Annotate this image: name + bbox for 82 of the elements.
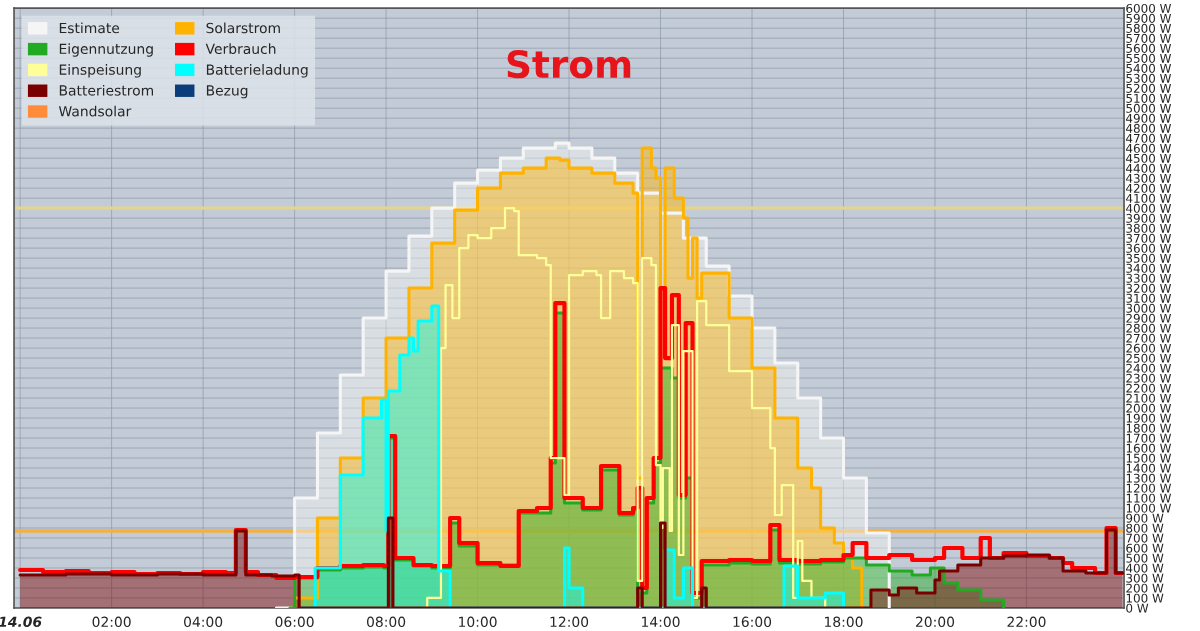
legend-label: Solarstrom	[206, 22, 280, 34]
y-tick-label: 3900 W	[1126, 213, 1172, 223]
x-tick-label: 20:00	[915, 616, 955, 628]
y-tick-label: 3500 W	[1126, 253, 1172, 263]
y-tick-label: 4100 W	[1126, 193, 1172, 203]
y-tick-label: 2600 W	[1126, 343, 1172, 353]
legend-label: Verbrauch	[205, 43, 276, 55]
y-tick-label: 2300 W	[1126, 373, 1172, 383]
y-tick-label: 3700 W	[1126, 233, 1172, 243]
y-tick-label: 600 W	[1126, 543, 1164, 553]
legend-label: Bezug	[206, 85, 248, 99]
y-tick-label: 1400 W	[1126, 463, 1172, 473]
y-tick-label: 2500 W	[1126, 353, 1172, 363]
x-tick-label: 22:00	[1007, 616, 1046, 628]
y-tick-label: 3400 W	[1126, 263, 1172, 273]
y-tick-label: 700 W	[1126, 533, 1164, 543]
y-tick-label: 1700 W	[1126, 433, 1172, 443]
y-tick-label: 3100 W	[1126, 293, 1172, 303]
y-tick-label: 1300 W	[1126, 473, 1172, 483]
x-tick-label: 06:00	[275, 616, 314, 628]
y-tick-label: 2000 W	[1126, 403, 1172, 413]
y-tick-label: 4200 W	[1126, 183, 1172, 193]
y-tick-label: 3300 W	[1126, 273, 1172, 283]
y-tick-label: 2900 W	[1126, 313, 1172, 323]
y-tick-label: 0 W	[1126, 603, 1149, 613]
y-tick-label: 5300 W	[1126, 73, 1172, 83]
y-tick-label: 4400 W	[1126, 163, 1172, 173]
y-tick-label: 1900 W	[1126, 413, 1172, 423]
legend-label: Eigennutzung	[59, 43, 153, 57]
y-tick-label: 3800 W	[1126, 223, 1172, 233]
y-tick-label: 5400 W	[1126, 63, 1172, 73]
text: Strom	[507, 50, 631, 79]
legend-label: Einspeisung	[59, 64, 141, 78]
y-tick-label: 2100 W	[1126, 393, 1172, 403]
y-tick-label: 5900 W	[1126, 13, 1172, 23]
y-tick-label: 5500 W	[1126, 53, 1172, 63]
y-tick-label: 4000 W	[1126, 203, 1172, 213]
legend-label: Wandsolar	[58, 105, 132, 117]
y-tick-label: 2700 W	[1126, 333, 1172, 343]
y-tick-label: 3000 W	[1126, 303, 1172, 313]
y-tick-label: 1100 W	[1126, 493, 1172, 503]
y-tick-label: 2400 W	[1126, 363, 1172, 373]
y-tick-label: 1600 W	[1126, 443, 1172, 453]
x-tick-label: 02:00	[92, 616, 131, 628]
y-tick-label: 400 W	[1126, 563, 1164, 573]
x-tick-label: 04:00	[184, 616, 223, 628]
y-tick-label: 4600 W	[1126, 143, 1172, 153]
y-tick-label: 300 W	[1126, 573, 1164, 583]
y-tick-label: 2200 W	[1126, 383, 1172, 393]
y-tick-label: 2800 W	[1126, 323, 1172, 333]
y-tick-label: 1500 W	[1126, 453, 1172, 463]
y-tick-label: 800 W	[1126, 523, 1164, 533]
y-tick-label: 5200 W	[1126, 83, 1172, 93]
legend-label: Batteriestrom	[59, 84, 153, 96]
x-tick-label: 16:00	[733, 616, 772, 628]
y-tick-label: 1200 W	[1126, 483, 1172, 493]
y-tick-label: 4500 W	[1126, 153, 1172, 163]
y-tick-label: 100 W	[1126, 593, 1164, 603]
y-tick-label: 4900 W	[1126, 113, 1172, 123]
y-tick-label: 5800 W	[1126, 23, 1172, 33]
y-tick-label: 3200 W	[1126, 283, 1172, 293]
y-tick-label: 1000 W	[1126, 503, 1172, 513]
y-tick-label: 4300 W	[1126, 173, 1172, 183]
y-tick-label: 500 W	[1126, 553, 1164, 563]
y-tick-label: 900 W	[1126, 513, 1164, 523]
legend-label: Batterieladung	[206, 64, 308, 78]
y-tick-label: 5100 W	[1126, 93, 1172, 103]
y-tick-label: 200 W	[1126, 583, 1164, 593]
x-tick-label: 08:00	[366, 616, 406, 628]
y-tick-label: 3600 W	[1126, 243, 1172, 253]
y-tick-label: 4700 W	[1126, 133, 1172, 143]
legend-label: Estimate	[59, 22, 120, 34]
x-tick-label: 12:00	[550, 616, 589, 628]
y-tick-label: 1800 W	[1126, 423, 1172, 433]
y-tick-label: 5000 W	[1126, 103, 1172, 113]
x-tick-label: 18:00	[825, 616, 863, 628]
y-tick-label: 6000 W	[1126, 3, 1172, 13]
y-tick-label: 4800 W	[1126, 123, 1172, 133]
x-tick-label: 10:00	[459, 616, 497, 628]
y-tick-label: 5600 W	[1126, 43, 1172, 53]
y-tick-label: 5700 W	[1126, 33, 1172, 43]
x-tick-label: 14:00	[642, 616, 680, 628]
